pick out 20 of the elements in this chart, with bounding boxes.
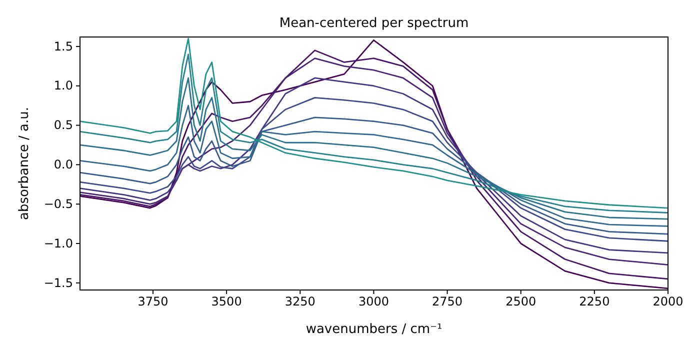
y-tick-label: 1.0 [54, 78, 73, 93]
y-tick-label: −1.0 [44, 236, 73, 250]
x-tick-label: 2000 [652, 294, 684, 309]
y-tick-label: 0.0 [54, 158, 73, 172]
x-tick-label: 2250 [579, 294, 610, 309]
y-tick-label: −0.5 [44, 196, 73, 211]
chart-title: Mean-centered per spectrum [279, 16, 469, 31]
y-tick-label: −1.5 [44, 276, 73, 290]
x-tick-label: 3250 [284, 294, 316, 309]
y-tick-label: 1.5 [54, 39, 73, 54]
x-axis-title: wavenumbers / cm⁻¹ [306, 322, 442, 337]
y-tick-label: 0.5 [54, 118, 73, 132]
x-tick-label: 2750 [432, 294, 463, 309]
y-axis-title: absorbance / a.u. [17, 106, 32, 220]
x-tick-label: 2500 [506, 294, 536, 309]
x-tick-label: 3500 [211, 294, 242, 309]
line-series [79, 96, 669, 242]
x-tick-label: 3750 [138, 294, 168, 309]
x-tick-label: 3000 [358, 294, 389, 309]
line-series [79, 116, 669, 235]
